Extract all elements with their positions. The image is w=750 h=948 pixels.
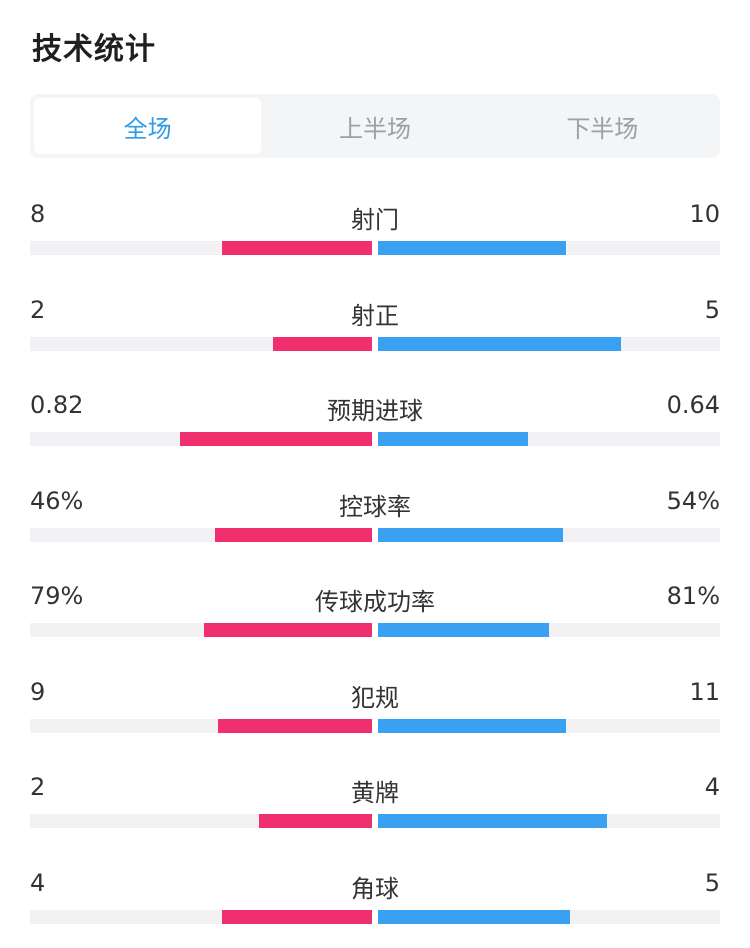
away-track [378,527,720,542]
stat-label: 犯规 [351,683,399,712]
away-value: 0.64 [666,391,720,419]
stat-label: 预期进球 [327,397,423,425]
home-bar [180,432,372,446]
away-bar [378,718,566,733]
home-track [30,336,372,351]
away-value: 54% [666,486,720,515]
stat-label: 黄牌 [351,779,399,807]
home-value: 2 [30,773,46,801]
home-track [30,718,372,733]
home-track [30,814,372,828]
tab-full-match[interactable]: 全场 [34,98,262,154]
home-track [30,241,372,255]
home-value: 79% [30,582,84,610]
page-title: 技术统计 [32,32,156,67]
stat-row: 2 黄牌 4 [30,773,720,843]
home-bar [215,527,372,542]
away-value: 81% [666,582,720,610]
home-bar [218,718,372,733]
stat-row: 9 犯规 11 [30,678,720,748]
away-bar [378,623,549,637]
stat-label: 射正 [351,301,399,330]
away-value: 4 [704,773,720,801]
stat-row: 2 射正 5 [30,296,720,366]
away-track [378,909,720,924]
away-bar [378,241,566,255]
away-track [378,718,720,733]
home-bar [204,623,372,637]
stat-label: 传球成功率 [315,588,435,616]
tab-second-half[interactable]: 下半场 [566,114,639,143]
stat-row: 79% 传球成功率 81% [30,582,720,652]
home-value: 2 [30,295,46,324]
stat-row: 0.82 预期进球 0.64 [30,391,720,461]
home-value: 0.82 [30,391,84,419]
tab-first-half[interactable]: 上半场 [338,114,411,143]
away-bar [378,527,563,542]
stat-label: 控球率 [339,492,411,521]
stat-row: 46% 控球率 54% [30,487,720,557]
stat-row: 4 角球 5 [30,869,720,939]
home-bar [259,814,372,828]
home-track [30,527,372,542]
stat-row: 8 射门 10 [30,200,720,270]
period-tabs: 全场 上半场 下半场 [30,94,720,158]
home-value: 46% [30,486,84,515]
away-track [378,336,720,351]
home-value: 8 [30,200,46,228]
away-track [378,814,720,828]
home-track [30,432,372,446]
stat-label: 射门 [351,206,399,234]
away-track [378,432,720,446]
away-track [378,241,720,255]
away-value: 11 [689,677,720,706]
home-value: 9 [30,677,46,706]
away-value: 5 [704,868,720,897]
away-bar [378,432,528,446]
away-value: 10 [689,200,720,228]
away-bar [378,814,607,828]
home-bar [222,241,372,255]
away-value: 5 [704,295,720,324]
stat-label: 角球 [351,874,399,903]
away-track [378,623,720,637]
home-bar [222,909,372,924]
away-bar [378,909,570,924]
home-track [30,623,372,637]
home-value: 4 [30,868,46,897]
home-bar [273,336,372,351]
home-track [30,909,372,924]
away-bar [378,336,621,351]
